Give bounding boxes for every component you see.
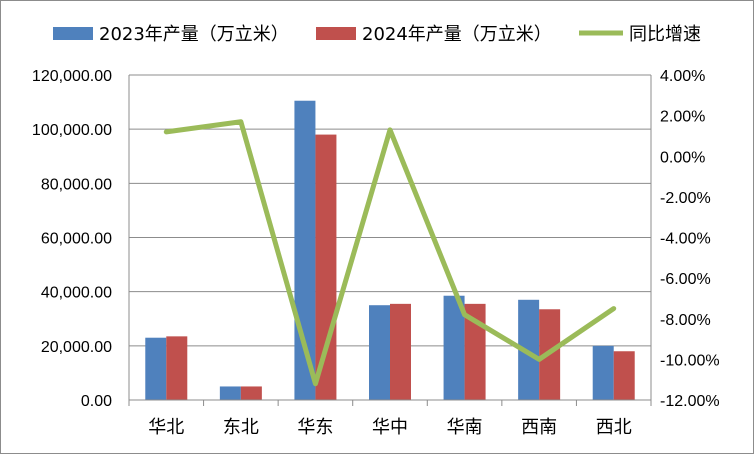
growth-line-path (163, 119, 617, 387)
bar-2024 (240, 386, 262, 400)
bar-2024 (315, 134, 337, 401)
bar-2023 (145, 337, 167, 400)
left-axis-tick-label: 80,000.00 (41, 176, 112, 193)
bar-2024 (613, 351, 635, 400)
legend-2024-swatch (316, 27, 356, 40)
bars (145, 100, 635, 401)
left-axis-ticks: 0.00 20,000.00 40,000.00 60,000.00 80,000.00… (32, 68, 112, 410)
bar-2024 (464, 303, 486, 400)
x-axis-tick-label: 东北 (223, 417, 259, 438)
right-axis-tick-label: -8.00% (660, 312, 711, 329)
right-axis-tick-label: 4.00% (660, 68, 705, 85)
bar-2024 (166, 336, 188, 400)
legend-growth-label: 同比增速 (629, 24, 701, 45)
x-axis-tick-label: 华东 (297, 417, 333, 438)
legend-2023-swatch (53, 27, 93, 40)
right-axis-tick-label: -12.00% (660, 393, 720, 410)
right-axis-tick-label: 2.00% (660, 109, 705, 126)
right-axis-tick-label: -10.00% (660, 352, 720, 369)
x-axis-tick-label: 西南 (521, 417, 557, 438)
bar-2024 (390, 303, 411, 400)
right-axis-tick-label: -2.00% (660, 190, 711, 207)
right-axis-tick-label: -6.00% (660, 271, 711, 288)
legend-2024-label: 2024年产量（万立米） (362, 24, 552, 45)
left-axis-tick-label: 60,000.00 (41, 231, 112, 248)
x-axis-tick-label: 华北 (148, 417, 184, 438)
left-axis-tick-label: 120,000.00 (32, 68, 112, 85)
x-axis-tick-label: 华南 (447, 417, 483, 438)
right-axis-tick-label: 0.00% (660, 149, 705, 166)
x-axis-tick-label: 西北 (596, 417, 632, 438)
left-axis-tick-label: 0.00 (81, 393, 112, 410)
left-axis-tick-label: 100,000.00 (32, 122, 112, 139)
x-axis-ticks: 华北 东北 华东 华中 华南 西南 西北 (148, 417, 631, 438)
left-axis-tick-label: 20,000.00 (41, 339, 112, 356)
legend-2023-label: 2023年产量（万立米） (99, 24, 289, 45)
bar-2023 (518, 299, 540, 400)
growth-line (163, 119, 617, 387)
right-axis-tick-label: -4.00% (660, 231, 711, 248)
bar-2023 (219, 386, 241, 400)
x-axis-tick-label: 华中 (372, 417, 408, 438)
axes (128, 75, 652, 406)
bar-2023 (369, 305, 390, 400)
legend: 2023年产量（万立米） 2024年产量（万立米） 同比增速 (53, 24, 701, 45)
bar-2023 (443, 295, 465, 400)
left-axis-tick-label: 40,000.00 (41, 285, 112, 302)
bar-2023 (592, 345, 614, 400)
right-axis-ticks: -12.00% -10.00% -8.00% -6.00% -4.00% -2.00% 0.… (660, 68, 720, 410)
